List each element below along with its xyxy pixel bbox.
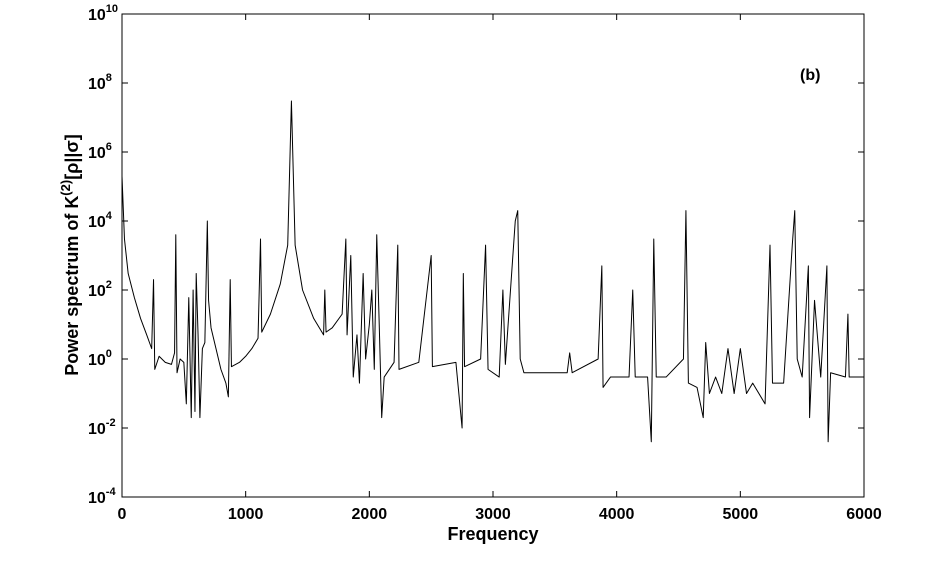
y-tick-base: 10	[88, 76, 106, 93]
y-tick-base: 10	[88, 352, 106, 369]
y-tick-label: 1010	[88, 3, 118, 24]
y-tick-exponent: 2	[106, 279, 112, 291]
y-tick-base: 10	[88, 214, 106, 231]
y-tick-exponent: 10	[106, 3, 118, 15]
y-tick-label: 108	[88, 72, 112, 93]
y-tick-label: 106	[88, 141, 112, 162]
plot-frame	[121, 13, 865, 498]
y-tick-base: 10	[88, 490, 106, 507]
y-tick-base: 10	[88, 421, 106, 438]
x-tick-label: 3000	[475, 506, 511, 523]
y-axis-label-text: Power spectrum of K	[62, 196, 82, 376]
y-tick-label: 10-4	[88, 486, 116, 507]
y-tick-exponent: 4	[106, 210, 113, 222]
x-tick-label: 1000	[228, 506, 264, 523]
y-tick-base: 10	[88, 145, 106, 162]
spectrum-line	[121, 100, 864, 443]
x-tick-label: 6000	[846, 506, 882, 523]
y-axis-label: Power spectrum of K(2)[ρ||σ]	[58, 134, 82, 375]
x-axis-label: Frequency	[447, 524, 538, 544]
y-tick-exponent: -2	[106, 417, 116, 429]
x-tick-label: 5000	[723, 506, 759, 523]
y-axis-label-superscript: (2)	[58, 180, 73, 196]
x-tick-label: 2000	[352, 506, 388, 523]
annotation: (b)	[800, 67, 820, 84]
y-tick-label: 102	[88, 279, 112, 300]
y-tick-label: 104	[88, 210, 113, 231]
y-tick-exponent: -4	[106, 486, 117, 498]
y-tick-label: 100	[88, 348, 112, 369]
y-tick-base: 10	[88, 7, 106, 24]
y-tick-exponent: 8	[106, 72, 112, 84]
y-tick-label: 10-2	[88, 417, 116, 438]
y-tick-exponent: 6	[106, 141, 112, 153]
y-tick-exponent: 0	[106, 348, 112, 360]
x-tick-label: 4000	[599, 506, 635, 523]
y-axis-label-suffix: [ρ||σ]	[62, 134, 82, 180]
y-tick-base: 10	[88, 283, 106, 300]
x-tick-label: 0	[118, 506, 127, 523]
